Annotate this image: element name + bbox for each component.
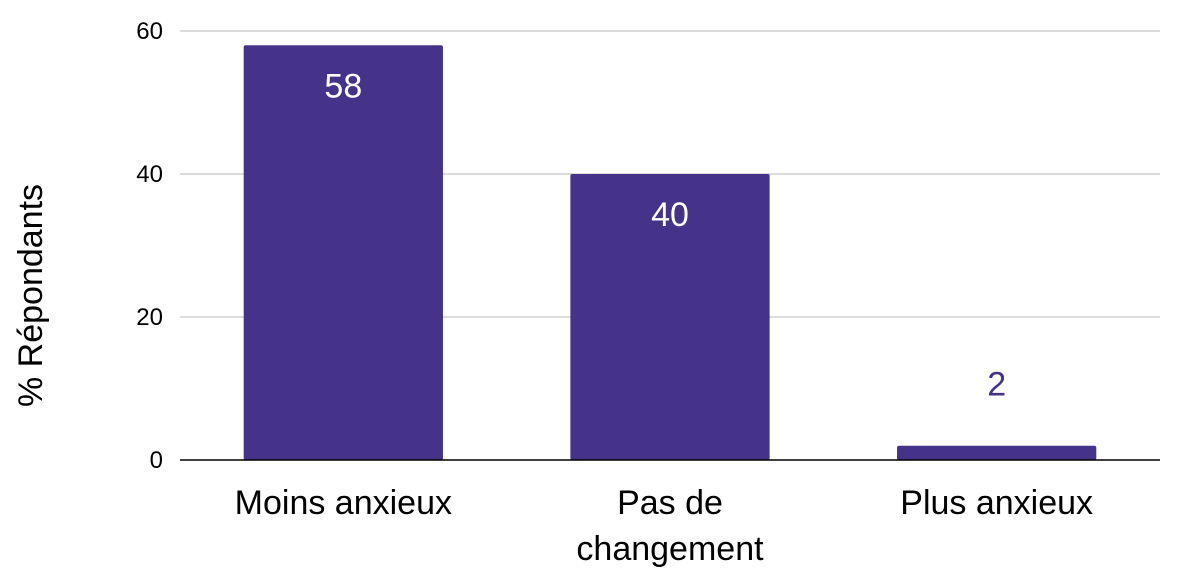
x-category-label-line: Pas de: [617, 484, 723, 522]
bars: [243, 45, 1097, 461]
x-category-label: Moins anxieux: [235, 484, 452, 522]
bar: [243, 45, 443, 461]
y-tick-label: 20: [136, 304, 163, 331]
x-axis-category-labels: Moins anxieux Pas de changement Plus anxieu…: [235, 484, 1093, 568]
y-axis-ticks: 0 20 40 60: [136, 18, 163, 474]
x-category-label: Plus anxieux: [900, 484, 1093, 522]
y-tick-label: 0: [150, 447, 163, 474]
data-label: 2: [987, 366, 1006, 404]
x-category-label-line: changement: [576, 530, 764, 568]
x-category-label-line: Plus anxieux: [900, 484, 1093, 522]
y-tick-label: 60: [136, 18, 163, 45]
bar: [897, 445, 1097, 460]
y-axis-title: % Répondants: [12, 184, 50, 407]
x-category-label: Pas de changement: [576, 484, 764, 568]
data-label: 58: [324, 67, 362, 105]
y-tick-label: 40: [136, 161, 163, 188]
bar: [570, 174, 770, 460]
data-label: 40: [651, 196, 689, 234]
data-labels: 58 40 2: [324, 67, 1006, 403]
x-category-label-line: Moins anxieux: [235, 484, 452, 522]
